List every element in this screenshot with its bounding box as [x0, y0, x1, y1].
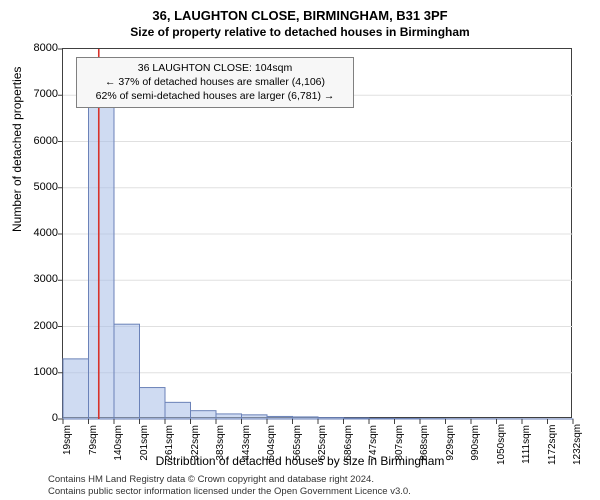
- y-tick-label: 8000: [34, 42, 58, 54]
- x-tick-label: 504sqm: [266, 425, 277, 465]
- x-tick-label: 383sqm: [215, 425, 226, 465]
- histogram-bar: [191, 411, 217, 419]
- histogram-bar: [114, 324, 140, 419]
- x-tick-label: 19sqm: [62, 425, 73, 465]
- footnote-1: Contains HM Land Registry data © Crown c…: [48, 474, 374, 485]
- x-tick-label: 990sqm: [470, 425, 481, 465]
- x-tick-label: 261sqm: [164, 425, 175, 465]
- x-tick-label: 868sqm: [419, 425, 430, 465]
- x-tick-label: 1111sqm: [521, 425, 532, 465]
- annotation-box: 36 LAUGHTON CLOSE: 104sqm ← 37% of detac…: [76, 57, 354, 108]
- footnote-2: Contains public sector information licen…: [48, 486, 411, 497]
- x-tick-label: 322sqm: [190, 425, 201, 465]
- y-tick-label: 1000: [34, 366, 58, 378]
- histogram-bar: [267, 416, 293, 419]
- x-tick-label: 201sqm: [139, 425, 150, 465]
- x-tick-label: 443sqm: [241, 425, 252, 465]
- annotation-line-2: ← 37% of detached houses are smaller (4,…: [83, 75, 347, 89]
- y-tick-label: 7000: [34, 88, 58, 100]
- histogram-bar: [165, 402, 191, 419]
- x-tick-label: 1172sqm: [547, 425, 558, 465]
- histogram-bar: [89, 107, 115, 419]
- histogram-bar: [369, 418, 395, 419]
- x-tick-label: 565sqm: [292, 425, 303, 465]
- histogram-bar: [63, 359, 89, 419]
- y-axis-label: Number of detached properties: [10, 67, 24, 232]
- histogram-bar: [293, 417, 319, 419]
- title-sub: Size of property relative to detached ho…: [0, 23, 600, 39]
- histogram-bar: [242, 415, 268, 419]
- x-tick-label: 747sqm: [368, 425, 379, 465]
- y-tick-label: 3000: [34, 273, 58, 285]
- x-tick-label: 1050sqm: [496, 425, 507, 465]
- x-tick-label: 140sqm: [113, 425, 124, 465]
- x-tick-label: 79sqm: [88, 425, 99, 465]
- annotation-line-3: 62% of semi-detached houses are larger (…: [83, 89, 347, 103]
- x-tick-label: 1232sqm: [572, 425, 583, 465]
- x-tick-label: 686sqm: [343, 425, 354, 465]
- x-tick-label: 625sqm: [317, 425, 328, 465]
- y-tick-label: 0: [52, 412, 58, 424]
- histogram-bar: [318, 418, 344, 419]
- y-tick-label: 6000: [34, 135, 58, 147]
- title-main: 36, LAUGHTON CLOSE, BIRMINGHAM, B31 3PF: [0, 0, 600, 23]
- histogram-bar: [216, 414, 242, 419]
- histogram-bar: [344, 418, 370, 419]
- y-tick-label: 5000: [34, 181, 58, 193]
- x-tick-label: 807sqm: [394, 425, 405, 465]
- y-tick-label: 4000: [34, 227, 58, 239]
- histogram-bar: [140, 388, 166, 419]
- x-tick-label: 929sqm: [445, 425, 456, 465]
- y-tick-label: 2000: [34, 320, 58, 332]
- annotation-line-1: 36 LAUGHTON CLOSE: 104sqm: [83, 61, 347, 75]
